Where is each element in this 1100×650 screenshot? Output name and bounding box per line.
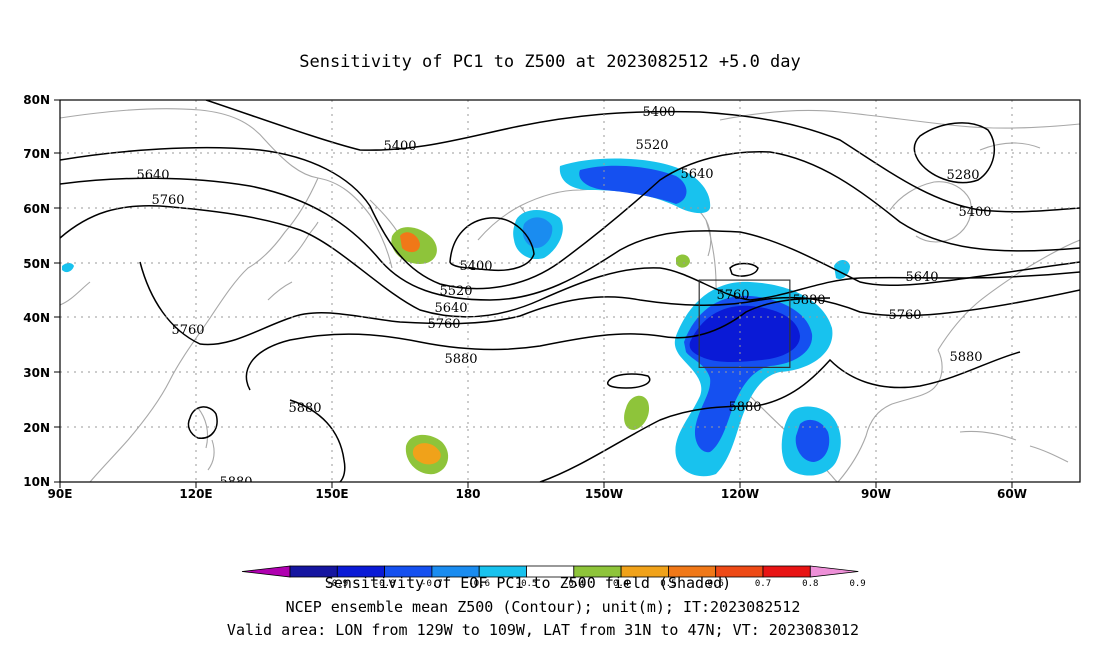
contour-5880-loop <box>606 373 651 389</box>
lat-tick-label: 30N <box>23 366 50 380</box>
contour-label: 5400 <box>459 259 492 274</box>
contour-label: 5640 <box>680 167 713 182</box>
contour-labels: 5400 5400 5400 5520 5520 5640 5640 5640 … <box>136 105 991 490</box>
contour-label: 5760 <box>716 288 749 303</box>
positive-core-kamchatka <box>400 232 420 253</box>
contour-label: 5760 <box>171 323 204 338</box>
contour-label: 5640 <box>905 270 938 285</box>
contour-label: 5640 <box>136 168 169 183</box>
caption-contour: NCEP ensemble mean Z500 (Contour); unit(… <box>286 598 801 616</box>
contour-5400-b <box>449 217 535 272</box>
colorbar-tick-label: 0.4 <box>613 579 629 589</box>
contour-5880-small <box>187 406 218 439</box>
graticule <box>60 100 1080 482</box>
contour-label: 5520 <box>439 284 472 299</box>
lon-tick-label: 90E <box>48 487 73 501</box>
colorbar: -0.9 -0.8 -0.7 -0.6 -0.5 -0.4 0.4 0.5 0.6 0.7 0.8 0… <box>241 565 866 589</box>
contour-label: 5880 <box>444 352 477 367</box>
contour-label: 5280 <box>946 168 979 183</box>
colorbar-tick-label: -0.8 <box>374 579 396 589</box>
colorbar-tick-label: -0.5 <box>516 579 538 589</box>
lon-tick-label: 90W <box>861 487 891 501</box>
sensitivity-shading <box>62 158 850 477</box>
positive-region-coast <box>676 254 690 268</box>
colorbar-tick-label: -0.6 <box>468 579 490 589</box>
map-frame <box>59 99 1081 483</box>
lat-tick-label: 10N <box>23 475 50 489</box>
contour-label: 5880 <box>288 401 321 416</box>
longitude-labels: 90E 120E 150E 180 150W 120W 90W 60W <box>48 487 1027 501</box>
caption-shaded: Sensitivity of EOF PC1 to Z500 field (Sh… <box>325 574 731 592</box>
lat-tick-label: 50N <box>23 257 50 271</box>
map-panel: 5400 5400 5400 5520 5520 5640 5640 5640 … <box>23 93 1081 501</box>
contour-label: 5880 <box>949 350 982 365</box>
contour-label: 5400 <box>383 139 416 154</box>
lon-tick-label: 150W <box>585 487 623 501</box>
colorbar-tick-label: 0.7 <box>755 579 771 589</box>
positive-region-east-pacific <box>624 395 650 430</box>
colorbar-tick-label: -0.7 <box>421 579 443 589</box>
negative-region-dateline-west <box>62 263 74 273</box>
colorbar-tick-label: 0.5 <box>660 579 676 589</box>
lon-tick-label: 120E <box>179 487 212 501</box>
colorbar-tick-label: -0.9 <box>326 579 348 589</box>
contour-label: 5640 <box>434 301 467 316</box>
contour-5880-loop2 <box>729 262 759 277</box>
contour-label: 5880 <box>728 400 761 415</box>
contour-5520 <box>60 146 1080 290</box>
colorbar-tick-label: 0.6 <box>708 579 724 589</box>
coastline-arctic-islands <box>719 109 1080 151</box>
contour-label: 5760 <box>151 193 184 208</box>
contour-label: 5880 <box>219 475 252 490</box>
colorbar-cell <box>762 565 811 578</box>
contour-5760-south <box>139 261 1080 346</box>
lon-tick-label: 60W <box>997 487 1027 501</box>
contour-label: 5400 <box>642 105 675 120</box>
coastline-north-america-east <box>937 239 1080 351</box>
coastline-east-asia <box>60 108 393 482</box>
colorbar-tick-label: -0.4 <box>563 579 585 589</box>
caption-valid-area: Valid area: LON from 129W to 109W, LAT f… <box>227 621 859 639</box>
lon-tick-label: 120W <box>721 487 759 501</box>
negative-core-west-coast <box>689 305 800 362</box>
coastline-philippines <box>197 407 215 471</box>
colorbar-tick-label: 0.8 <box>802 579 818 589</box>
contour-5760 <box>60 204 1080 318</box>
contour-label: 5760 <box>888 308 921 323</box>
lat-tick-label: 20N <box>23 421 50 435</box>
colorbar-right-arrow <box>809 565 859 578</box>
negative-core-alaska <box>579 165 687 204</box>
coastline-caribbean <box>959 430 1069 463</box>
figure-title: Sensitivity of PC1 to Z500 at 2023082512… <box>299 52 801 72</box>
valid-area-box <box>698 279 791 369</box>
latitude-labels: 10N 20N 30N 40N 50N 60N 70N 80N <box>23 93 50 489</box>
lat-tick-label: 70N <box>23 147 50 161</box>
coastline-japan <box>267 221 319 301</box>
lon-tick-label: 180 <box>455 487 480 501</box>
colorbar-tick-labels: -0.9 -0.8 -0.7 -0.6 -0.5 -0.4 0.4 0.5 0.6 0.7 0.8 0… <box>326 579 865 589</box>
lat-tick-label: 80N <box>23 93 50 107</box>
contour-label: 5760 <box>427 317 460 332</box>
positive-core-pacific-south <box>412 443 441 465</box>
contour-label: 5880 <box>792 293 825 308</box>
tick-marks <box>54 99 1013 488</box>
contour-5880-north <box>245 297 831 391</box>
contour-5880-south <box>289 351 1021 482</box>
lat-tick-label: 40N <box>23 311 50 325</box>
colorbar-left-arrow <box>241 565 291 578</box>
contour-label: 5520 <box>635 138 668 153</box>
contour-label: 5400 <box>958 205 991 220</box>
coastline-hudson-bay <box>889 181 972 243</box>
coastline-mexico-gulf <box>837 349 943 482</box>
negative-core-mexico <box>795 419 830 462</box>
lat-tick-label: 60N <box>23 202 50 216</box>
map-background <box>60 100 1080 482</box>
colorbar-cells <box>289 565 811 578</box>
lon-tick-label: 150E <box>315 487 348 501</box>
colorbar-tick-label: 0.9 <box>849 579 865 589</box>
contour-5640 <box>60 177 1080 301</box>
